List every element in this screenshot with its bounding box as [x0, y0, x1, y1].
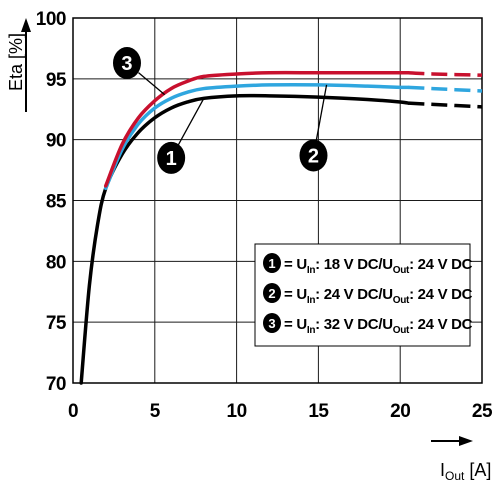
x-tick-label: 0 — [68, 401, 78, 422]
y-tick-label: 90 — [46, 131, 66, 152]
plot-frame — [72, 17, 483, 384]
legend-marker-label-3: 3 — [268, 316, 275, 331]
legend-marker-2 — [263, 283, 281, 303]
y-tick-label: 100 — [36, 9, 66, 30]
callout-label-3: 3 — [121, 53, 132, 75]
legend-entry-1: = UIn: 18 V DC/UOut: 24 V DC — [284, 256, 473, 276]
callout-label-2: 2 — [308, 145, 319, 167]
legend: 1 = UIn: 18 V DC/UOut: 24 V DC 2 = UIn: 24 … — [254, 243, 473, 347]
y-axis-label: Eta [%] — [6, 33, 26, 91]
callouts: 3 1 2 — [112, 47, 328, 174]
series-line-3 — [103, 70, 411, 188]
legend-box — [254, 243, 471, 347]
y-tick-label: 75 — [46, 313, 67, 334]
callout-leader-2 — [315, 84, 328, 141]
x-tick-label: 15 — [308, 401, 329, 422]
callout-marker-2 — [299, 139, 328, 172]
callout-leader-1 — [177, 97, 205, 146]
callout-marker-3 — [112, 47, 141, 80]
legend-marker-1 — [263, 253, 281, 273]
callout-leader-3 — [138, 72, 166, 96]
legend-marker-label-1: 1 — [268, 256, 275, 271]
series-line-dashed-1 — [408, 101, 483, 109]
x-tick-label: 10 — [227, 401, 247, 422]
x-tick-label: 5 — [150, 401, 161, 422]
y-tick-label: 85 — [46, 192, 67, 213]
grid — [72, 17, 483, 384]
x-tick-label: 25 — [472, 401, 493, 422]
x-axis-arrow-head — [459, 436, 473, 446]
x-tick-label: 20 — [390, 401, 410, 422]
y-axis-arrow-head — [21, 18, 31, 32]
x-axis-label: IOut [A] — [440, 460, 491, 483]
y-tick-label: 95 — [46, 70, 67, 91]
legend-entry-2: = UIn: 24 V DC/UOut: 24 V DC — [284, 286, 473, 306]
legend-entry-3: = UIn: 32 V DC/UOut: 24 V DC — [284, 316, 473, 336]
y-tick-label: 70 — [46, 374, 66, 395]
callout-label-1: 1 — [166, 148, 177, 170]
series-line-2 — [103, 83, 411, 191]
curves — [79, 70, 483, 385]
legend-marker-label-2: 2 — [268, 286, 275, 301]
series-line-1 — [79, 93, 411, 385]
callout-marker-1 — [157, 141, 186, 174]
series-line-dashed-2 — [408, 85, 483, 93]
series-line-dashed-3 — [408, 71, 483, 77]
legend-marker-3 — [263, 313, 281, 333]
y-tick-label: 80 — [46, 252, 66, 273]
axes: 0 5 10 15 20 25 70 75 80 85 90 95 100 Eta [%] IOut [A] — [6, 9, 493, 483]
